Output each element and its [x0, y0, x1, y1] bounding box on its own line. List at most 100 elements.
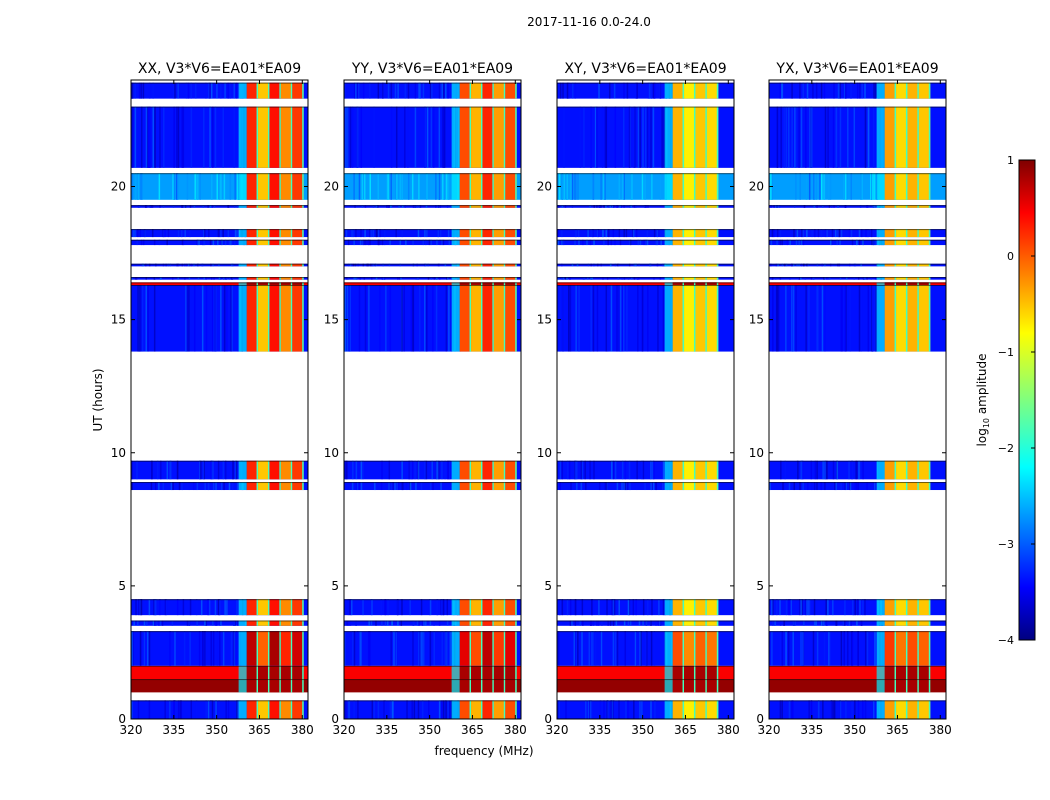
noise-mark	[405, 482, 408, 491]
band-cell	[918, 82, 931, 99]
noise-mark	[208, 229, 210, 238]
band-cell	[269, 482, 281, 491]
noise-mark	[400, 620, 403, 626]
noise-mark	[822, 205, 824, 208]
noise-mark	[593, 239, 595, 246]
band-gap	[290, 239, 293, 246]
noise-mark	[370, 229, 372, 238]
noise-mark	[612, 229, 615, 238]
noise-mark	[605, 106, 607, 168]
noise-mark	[371, 700, 374, 719]
band-cell	[246, 482, 259, 491]
noise-mark	[864, 106, 867, 168]
band-cell	[918, 620, 931, 626]
noise-mark	[626, 285, 628, 352]
band-gap	[928, 277, 931, 280]
band-gap	[469, 631, 472, 666]
band-gap	[917, 700, 919, 719]
noise-mark	[656, 239, 658, 246]
band-cell	[884, 599, 897, 616]
band-gap	[302, 700, 304, 719]
band-cell	[884, 700, 897, 719]
noise-mark	[420, 599, 423, 616]
band-cell	[505, 239, 517, 246]
noise-mark	[612, 631, 615, 666]
band-cell	[471, 620, 483, 626]
noise-mark	[355, 229, 357, 238]
band-edge	[238, 631, 247, 666]
noise-mark	[855, 482, 858, 491]
noise-mark	[594, 631, 597, 666]
band-gap	[693, 173, 696, 200]
band-edge	[238, 82, 247, 99]
band-cell	[459, 285, 472, 352]
noise-mark	[865, 229, 867, 238]
band-gap	[515, 679, 517, 693]
band-gap	[894, 106, 897, 168]
noise-mark	[770, 277, 773, 280]
band-gap	[279, 460, 281, 480]
noise-mark	[403, 285, 405, 352]
band-gap	[894, 229, 897, 238]
band-cell	[459, 482, 472, 491]
noise-mark	[355, 277, 357, 280]
noise-mark	[417, 460, 420, 480]
noise-mark	[449, 460, 451, 480]
x-tick-label: 320	[333, 723, 356, 737]
noise-mark	[871, 239, 873, 246]
band-cell	[907, 700, 919, 719]
noise-mark	[219, 599, 221, 616]
band-gap	[267, 665, 270, 680]
noise-mark	[568, 285, 570, 352]
noise-mark	[618, 599, 620, 616]
noise-mark	[189, 599, 192, 616]
band-edge	[664, 620, 673, 626]
noise-mark	[406, 700, 408, 719]
noise-mark	[401, 599, 403, 616]
noise-mark	[864, 599, 866, 616]
noise-mark	[355, 82, 357, 99]
noise-mark	[359, 631, 361, 666]
band-cell	[459, 282, 472, 286]
noise-mark	[604, 173, 606, 200]
noise-mark	[375, 229, 378, 238]
noise-mark	[823, 631, 826, 666]
band-cell	[884, 277, 897, 280]
band-gap	[256, 460, 259, 480]
noise-mark	[650, 460, 652, 480]
noise-mark	[776, 106, 779, 168]
noise-mark	[627, 277, 630, 280]
noise-mark	[856, 460, 858, 480]
noise-mark	[791, 285, 794, 352]
noise-mark	[775, 263, 778, 267]
noise-mark	[648, 106, 651, 168]
row-separator	[557, 282, 734, 284]
noise-mark	[600, 263, 602, 267]
noise-mark	[793, 482, 796, 491]
band-gap	[469, 679, 472, 693]
band-cell	[695, 599, 707, 616]
noise-mark	[447, 460, 449, 480]
band-cell	[918, 285, 931, 352]
band-gap	[256, 620, 259, 626]
noise-mark	[212, 263, 214, 267]
noise-mark	[833, 205, 835, 208]
noise-mark	[806, 599, 808, 616]
noise-mark	[656, 263, 659, 267]
noise-mark	[165, 599, 168, 616]
band-cell	[482, 277, 494, 280]
noise-mark	[136, 460, 138, 480]
row-separator	[557, 700, 734, 702]
noise-mark	[562, 82, 564, 99]
noise-mark	[437, 229, 440, 238]
noise-mark	[614, 263, 617, 267]
band-gap	[515, 631, 517, 666]
band-gap	[705, 482, 707, 491]
band-gap	[682, 599, 685, 616]
band-gap	[928, 82, 931, 99]
noise-mark	[173, 173, 176, 200]
band-edge	[876, 205, 885, 208]
noise-mark	[440, 599, 442, 616]
noise-mark	[225, 700, 227, 719]
band-cell	[672, 700, 685, 719]
